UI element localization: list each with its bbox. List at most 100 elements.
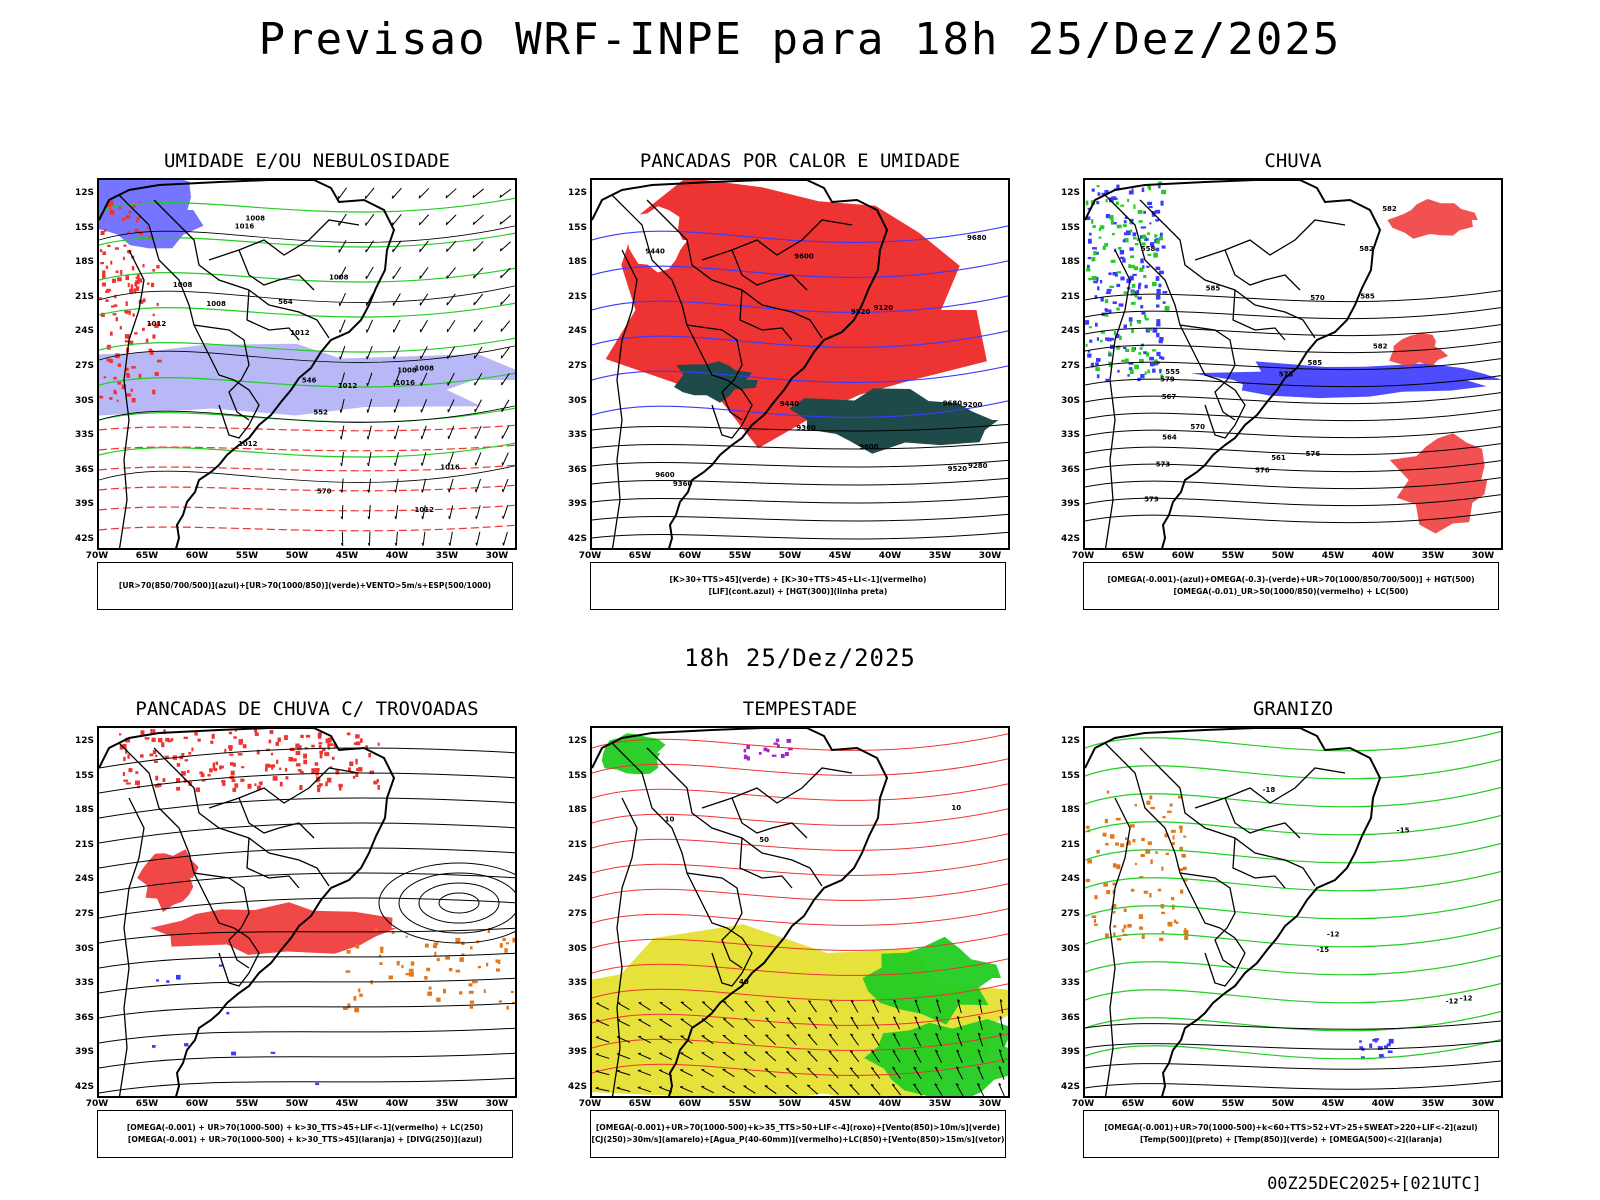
map-canvas: 1008100810121016101210081012101210161016… (99, 180, 515, 548)
latitude-tick: 42S (1060, 534, 1080, 544)
latitude-tick: 33S (567, 430, 587, 441)
legend-line: [Temp(500)](preto) + [Temp(850)](verde) … (1139, 1135, 1443, 1144)
map-canvas: 5825855855825855825795765735705675645615… (1085, 180, 1501, 548)
state-borders (1104, 194, 1346, 548)
latitude-tick: 21S (1060, 291, 1080, 302)
latitude-tick: 30S (74, 943, 94, 954)
longitude-tick: 45W (1321, 551, 1345, 561)
longitude-tick: 30W (1471, 1099, 1495, 1109)
longitude-tick: 70W (578, 1099, 602, 1109)
longitude-tick: 35W (435, 1099, 459, 1109)
panel3-contour-label: 585 (1360, 293, 1375, 301)
latitude-tick: 12S (74, 188, 94, 198)
longitude-tick: 45W (828, 1099, 852, 1109)
legend-line: [LIF](cont.azul) + [HGT(300)](linha pret… (708, 587, 888, 596)
panel-title: CHUVA (1264, 150, 1322, 172)
panel1-contour-label: 546 (302, 376, 317, 384)
longitude-tick: 65W (628, 551, 652, 561)
panel3-contour-label: 585 (1308, 359, 1323, 367)
legend-line: [OMEGA(-0.01)_UR>50(1000/850)(vermelho) … (1173, 587, 1409, 596)
latitude-tick: 12S (1060, 188, 1080, 198)
latitude-tick: 15S (1060, 222, 1080, 233)
latitude-tick: 21S (567, 291, 587, 302)
streamlines-850 (592, 733, 1008, 1076)
run-timestamp: 00Z25DEC2025+[021UTC] (1267, 1174, 1482, 1194)
legend-line: [K>30+TTS>45](verde) + [K>30+TTS>45+LI<-… (669, 575, 927, 584)
panel1-contour-label: 1016 (396, 379, 416, 387)
latitude-tick: 27S (567, 361, 587, 371)
panel2-contour-label: 9600 (655, 471, 675, 479)
latitude-tick: 33S (74, 430, 94, 441)
forecast-map: -12 -12 -15 -15 -18 -12 (1083, 726, 1503, 1098)
coastline (1085, 180, 1382, 548)
panel6-contour-label: -15 (1397, 827, 1410, 835)
latitude-tick: 18S (567, 257, 587, 268)
latitude-tick: 30S (74, 395, 94, 406)
longitude-tick: 50W (285, 551, 309, 561)
latitude-tick: 18S (74, 257, 94, 268)
longitude-tick: 35W (928, 1099, 952, 1109)
panel-title: GRANIZO (1252, 698, 1334, 720)
legend-line: [OMEGA(-0.001) + UR>70(1000-500) + k>30_… (127, 1135, 483, 1144)
latitude-tick: 42S (567, 1082, 587, 1092)
forecast-map: 9600 9600 9600 9680 9680 9520 9440 9360 9280 9200… (590, 178, 1010, 550)
wind-vectors (337, 187, 512, 546)
panel2-contour-label: 9680 (967, 234, 987, 242)
wind850-area (864, 1019, 1008, 1096)
latitude-tick: 30S (567, 395, 587, 406)
latitude-tick: 24S (567, 874, 587, 885)
longitude-tick: 70W (85, 551, 109, 561)
panel-legend: [OMEGA(-0.001)+UR>70(1000-500)+k>35_TTS>… (590, 1110, 1006, 1158)
panel3-contour-label: 558 (1141, 245, 1156, 253)
panel2-contour-label: 9680 (943, 400, 963, 408)
state-borders (118, 742, 360, 1096)
longitude-tick: 60W (678, 551, 702, 561)
longitude-tick: 70W (578, 551, 602, 561)
latitude-tick: 12S (74, 736, 94, 746)
longitude-tick: 40W (878, 1099, 902, 1109)
latitude-tick: 12S (1060, 736, 1080, 746)
panel5-contour-label: 10 (665, 816, 675, 824)
k-tts-area (789, 388, 999, 454)
coastline (99, 728, 396, 1096)
latitude-tick: 27S (74, 909, 94, 919)
longitude-tick: 60W (185, 1099, 209, 1109)
rain-area (1387, 199, 1478, 239)
panel2-contour-label: 9600 (794, 253, 814, 261)
longitude-tick: 35W (435, 551, 459, 561)
wind850-area (862, 936, 1001, 1025)
omega-green-speckle (1085, 181, 1170, 378)
longitude-tick: 35W (1421, 1099, 1445, 1109)
longitude-tick: 40W (385, 551, 409, 561)
longitude-tick: 30W (1471, 551, 1495, 561)
longitude-tick: 30W (978, 1099, 1002, 1109)
panel2-contour-label: 9280 (968, 462, 988, 470)
legend-line: [UR>70(850/700/500)](azul)+[UR>70(1000/8… (118, 581, 492, 590)
panel-title: PANCADAS DE CHUVA C/ TROVOADAS (135, 698, 479, 720)
latitude-tick: 39S (74, 499, 94, 510)
latitude-tick: 30S (1060, 943, 1080, 954)
longitude-tick: 55W (728, 1099, 752, 1109)
panel6-contour-label: -12 (1327, 930, 1340, 938)
latitude-tick: 42S (74, 1082, 94, 1092)
latitude-tick: 24S (1060, 326, 1080, 337)
longitude-tick: 40W (878, 551, 902, 561)
longitude-tick: 60W (185, 551, 209, 561)
longitude-tick: 45W (335, 551, 359, 561)
latitude-tick: 39S (74, 1047, 94, 1058)
panel3-contour-label: 567 (1162, 393, 1177, 401)
coastline (592, 180, 889, 548)
longitude-tick: 55W (1221, 551, 1245, 561)
latitude-tick: 15S (1060, 770, 1080, 781)
panel6-contour-label: -15 (1317, 946, 1330, 954)
longitude-tick: 55W (1221, 1099, 1245, 1109)
latitude-tick: 15S (74, 222, 94, 233)
panel-title: PANCADAS POR CALOR E UMIDADE (639, 150, 961, 172)
latitude-tick: 33S (74, 978, 94, 989)
latitude-tick: 27S (1060, 909, 1080, 919)
storm-area (150, 902, 397, 955)
longitude-tick: 50W (1271, 551, 1295, 561)
panel1-contour-label: 1012 (290, 329, 310, 337)
coastline (99, 180, 396, 548)
longitude-tick: 40W (1371, 1099, 1395, 1109)
